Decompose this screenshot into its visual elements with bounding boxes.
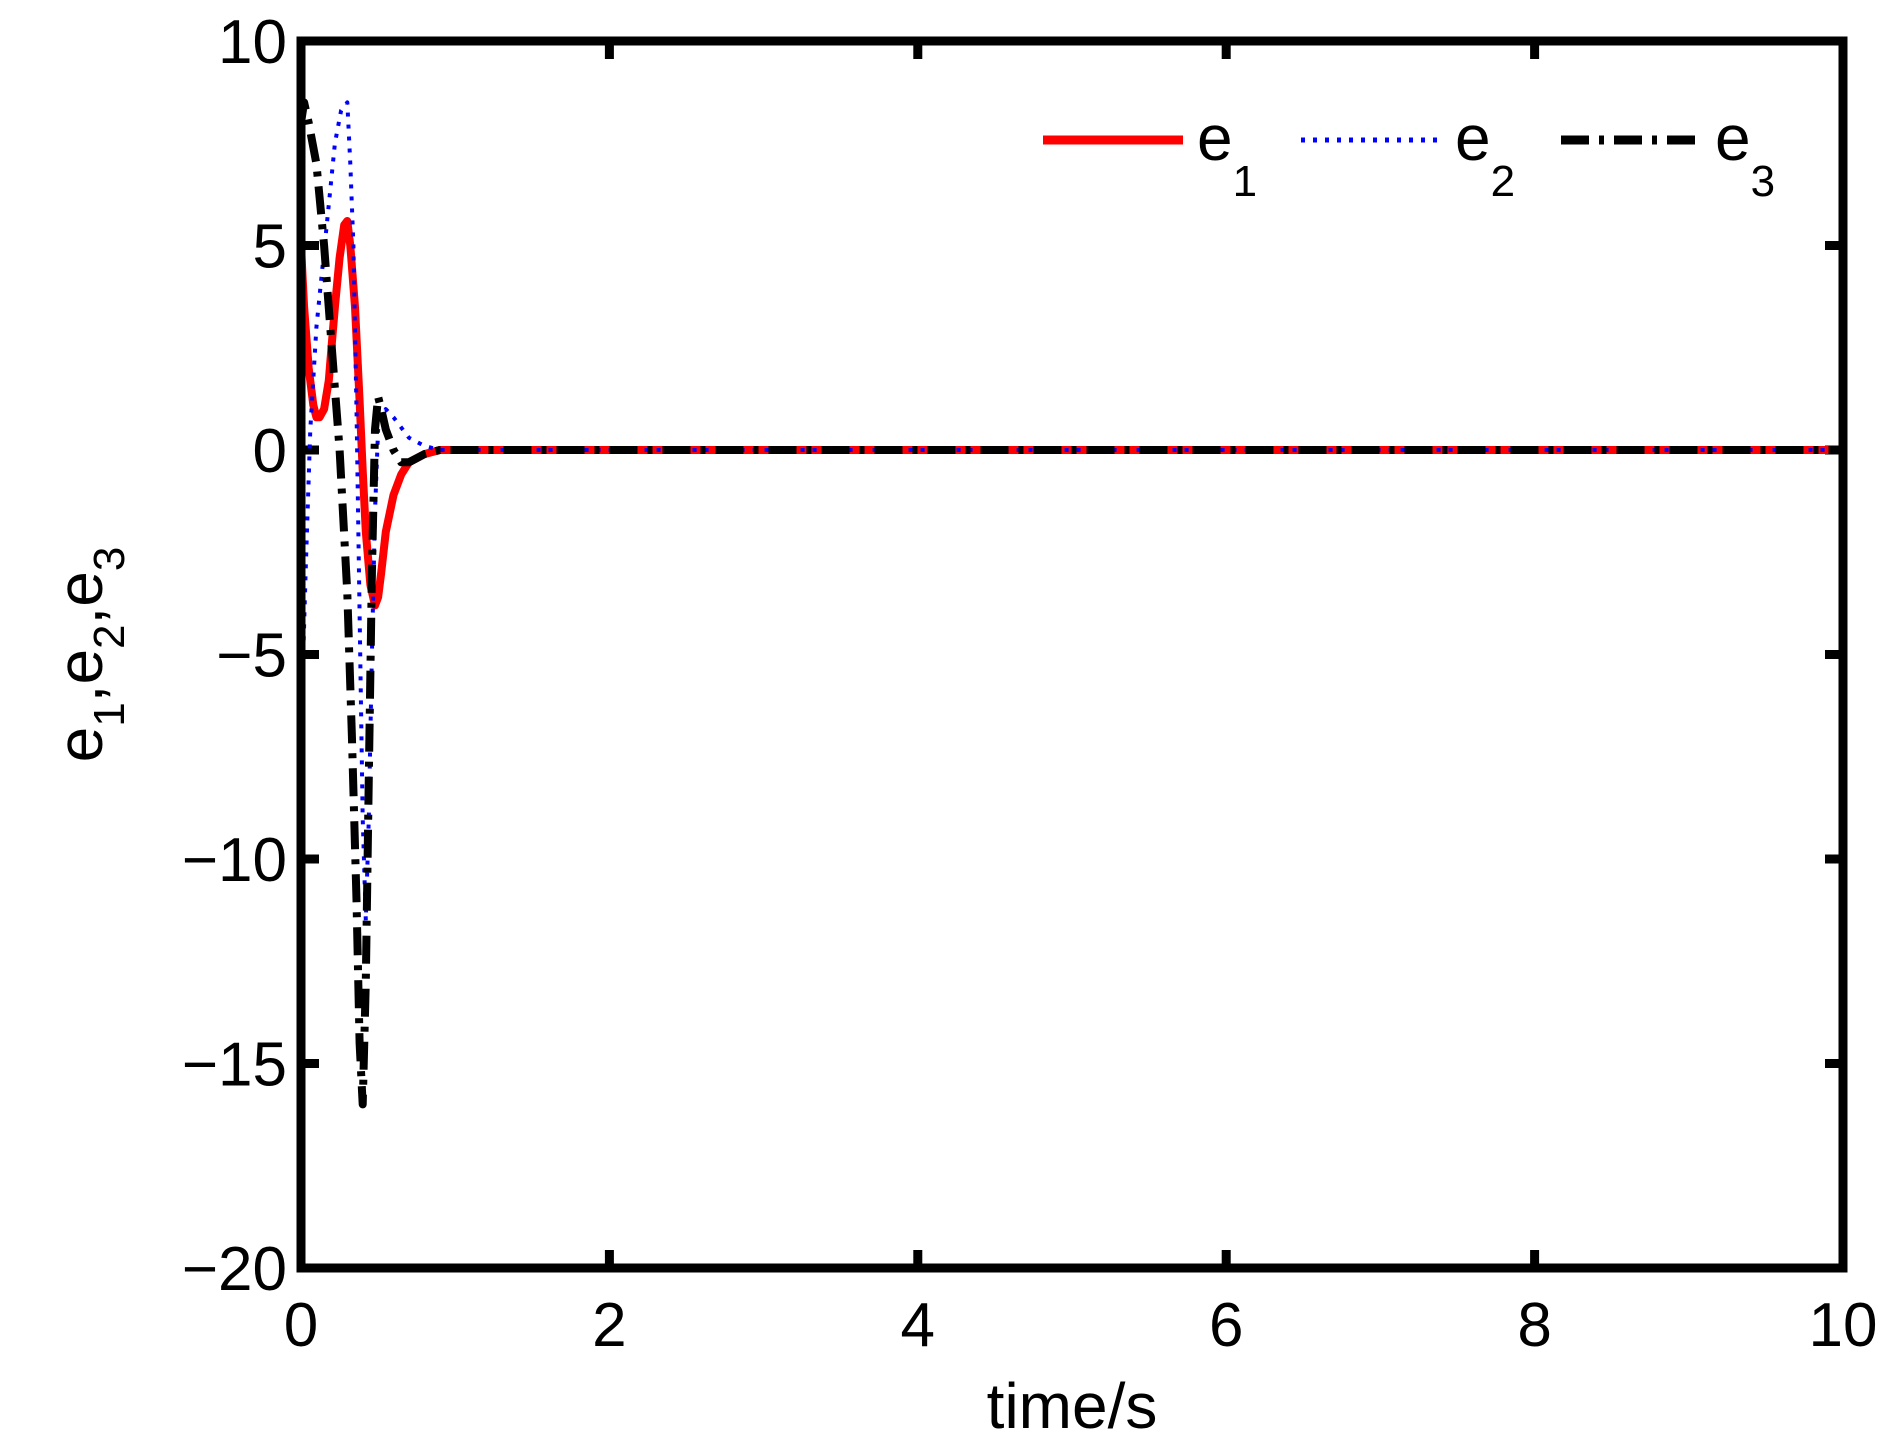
y-label-base: e <box>44 571 116 607</box>
y-tick-label: 10 <box>218 8 287 77</box>
y-label-sep: , <box>44 685 116 703</box>
y-tick-labels: −20 −15 −10 −5 0 5 10 <box>182 8 287 1304</box>
y-axis-label-text: e1,e2,e3 <box>44 547 134 763</box>
y-label-sub: 2 <box>85 624 134 648</box>
legend-label-e2: e2 <box>1455 102 1515 206</box>
series-layer <box>297 98 1843 1109</box>
y-label-sub: 1 <box>85 702 134 726</box>
y-tick-label: −20 <box>182 1235 287 1304</box>
plot-frame <box>296 36 1848 1273</box>
y-axis-label: e1,e2,e3 <box>44 547 134 763</box>
legend-label-base: e <box>1715 102 1751 174</box>
y-label-base: e <box>44 649 116 685</box>
legend-label-sub: 2 <box>1491 157 1515 206</box>
x-tick-label: 0 <box>284 1291 318 1360</box>
series-line-e3 <box>297 98 1843 1109</box>
legend-label-e1: e1 <box>1197 102 1257 206</box>
y-tick-label: −15 <box>182 1031 287 1100</box>
legend-label-base: e <box>1197 102 1233 174</box>
legend-label-base: e <box>1455 102 1491 174</box>
y-tick-label: 5 <box>253 213 287 282</box>
x-tick-label: 4 <box>901 1291 935 1360</box>
x-tick-label: 2 <box>592 1291 626 1360</box>
y-label-sep: , <box>44 607 116 625</box>
x-tick-label: 8 <box>1517 1291 1551 1360</box>
x-tick-label: 6 <box>1209 1291 1243 1360</box>
legend-label-sub: 1 <box>1233 157 1257 206</box>
y-label-base: e <box>44 727 116 763</box>
legend-label-sub: 3 <box>1751 157 1775 206</box>
y-tick-label: −10 <box>182 826 287 895</box>
y-label-sub: 3 <box>85 547 134 571</box>
y-tick-label: 0 <box>253 417 287 486</box>
x-tick-labels: 0 2 4 6 8 10 <box>284 1291 1878 1360</box>
legend-label-e3: e3 <box>1715 102 1775 206</box>
x-tick-label: 10 <box>1809 1291 1878 1360</box>
series-line-e2 <box>299 100 1843 923</box>
x-axis-label: time/s <box>987 1370 1158 1442</box>
y-tick-label: −5 <box>216 622 287 691</box>
